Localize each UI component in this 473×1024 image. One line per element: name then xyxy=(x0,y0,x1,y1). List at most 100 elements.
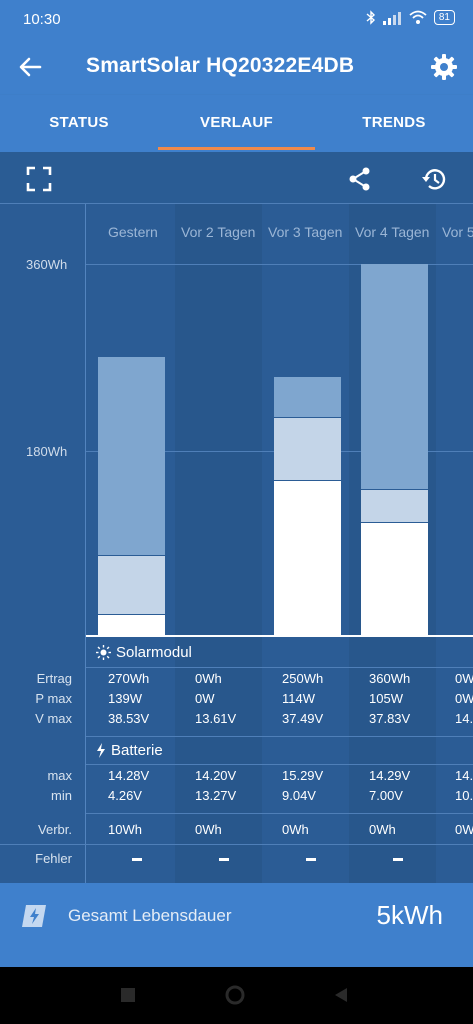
row-label-min: min xyxy=(51,788,72,803)
gear-icon[interactable] xyxy=(430,53,458,81)
table-cell: 0Wh xyxy=(195,822,222,837)
history-icon[interactable] xyxy=(421,166,447,192)
table-cell: 14.29V xyxy=(369,768,411,783)
lifetime-label: Gesamt Lebensdauer xyxy=(68,906,232,925)
day-label: Vor 2 Tagen xyxy=(181,224,256,240)
bar-segment xyxy=(361,521,428,635)
table-cell: 0Wh xyxy=(195,671,222,686)
back-button[interactable] xyxy=(333,987,349,1003)
tab-status[interactable]: STATUS xyxy=(49,114,109,131)
table-cell: 37.83V xyxy=(369,711,411,726)
table-cell: 250Wh xyxy=(282,671,324,686)
status-time: 10:30 xyxy=(23,11,61,28)
table-cell: 14. xyxy=(455,768,473,783)
sun-icon xyxy=(96,645,111,660)
tab-bar: STATUS VERLAUF TRENDS xyxy=(0,95,473,152)
y-tick-label: 360Wh xyxy=(26,257,68,272)
lifetime-value: 5kWh xyxy=(376,900,443,930)
table-cell: 360Wh xyxy=(369,671,411,686)
solarmodul-title: Solarmodul xyxy=(116,644,192,661)
recents-button[interactable] xyxy=(120,987,136,1003)
bluetooth-icon xyxy=(366,10,375,25)
bar xyxy=(98,356,165,635)
divider xyxy=(86,764,473,765)
table-cell: 7.00V xyxy=(369,788,403,803)
status-icons: 81 xyxy=(366,10,455,25)
row-label-column xyxy=(0,204,86,883)
page-title: SmartSolar HQ20322E4DB xyxy=(86,54,355,77)
history-table[interactable]: Gestern Vor 2 Tagen Vor 3 Tagen Vor 4 Ta… xyxy=(0,204,473,883)
no-error-dash xyxy=(306,858,316,861)
table-cell: 14.28V xyxy=(108,768,150,783)
chart-baseline xyxy=(86,635,473,637)
y-tick-label: 180Wh xyxy=(26,444,68,459)
table-cell: 0W xyxy=(455,671,473,686)
history-toolbar xyxy=(0,152,473,204)
table-cell: 0Wh xyxy=(369,822,396,837)
row-label-vmax: V max xyxy=(35,711,72,726)
system-nav-bar xyxy=(0,967,473,1024)
lifetime-summary: Gesamt Lebensdauer 5kWh xyxy=(0,883,473,967)
no-error-dash xyxy=(132,858,142,861)
lightning-card-icon xyxy=(22,905,46,927)
wifi-icon xyxy=(409,10,427,24)
divider xyxy=(86,667,473,668)
bar-segment xyxy=(98,554,165,615)
row-label-fehler: Fehler xyxy=(35,851,72,866)
battery-indicator: 81 xyxy=(433,10,455,25)
table-cell: 15.29V xyxy=(282,768,324,783)
no-error-dash xyxy=(219,858,229,861)
batterie-title: Batterie xyxy=(111,742,163,759)
table-cell: 0W xyxy=(455,691,473,706)
table-cell: 139W xyxy=(108,691,142,706)
lightning-icon xyxy=(97,743,105,758)
column-band xyxy=(175,204,262,883)
table-cell: 14.20V xyxy=(195,768,237,783)
signal-icon xyxy=(382,11,401,25)
row-label-verbr: Verbr. xyxy=(38,822,72,837)
back-arrow-icon[interactable] xyxy=(16,53,44,81)
table-cell: 0W xyxy=(455,822,473,837)
bar-segment xyxy=(361,488,428,522)
bar-segment xyxy=(274,480,341,635)
status-bar: 10:30 81 xyxy=(0,0,473,40)
bar xyxy=(274,377,341,635)
table-cell: 10Wh xyxy=(108,822,142,837)
table-cell: 14. xyxy=(455,711,473,726)
fullscreen-icon[interactable] xyxy=(26,166,52,192)
batterie-heading: Batterie xyxy=(96,742,163,759)
table-cell: 4.26V xyxy=(108,788,142,803)
divider xyxy=(86,736,473,737)
table-cell: 38.53V xyxy=(108,711,150,726)
solarmodul-heading: Solarmodul xyxy=(96,644,192,661)
gridline xyxy=(86,264,473,265)
divider xyxy=(0,844,473,845)
tab-verlauf[interactable]: VERLAUF xyxy=(158,95,315,152)
row-label-pmax: P max xyxy=(35,691,72,706)
bar-segment xyxy=(274,416,341,481)
bar-segment xyxy=(274,377,341,417)
day-label: Vor 3 Tagen xyxy=(268,224,343,240)
tab-trends[interactable]: TRENDS xyxy=(362,114,426,131)
divider xyxy=(86,813,473,814)
table-cell: 37.49V xyxy=(282,711,324,726)
table-cell: 270Wh xyxy=(108,671,150,686)
row-label-max: max xyxy=(47,768,72,783)
share-icon[interactable] xyxy=(347,166,373,192)
no-error-dash xyxy=(393,858,403,861)
row-label-ertrag: Ertrag xyxy=(36,671,72,686)
table-cell: 9.04V xyxy=(282,788,316,803)
table-cell: 105W xyxy=(369,691,403,706)
day-label: Gestern xyxy=(108,224,158,240)
table-cell: 13.61V xyxy=(195,711,237,726)
table-cell: 13.27V xyxy=(195,788,237,803)
bar-segment xyxy=(98,614,165,635)
table-cell: 0Wh xyxy=(282,822,309,837)
home-button[interactable] xyxy=(225,985,245,1005)
bar xyxy=(361,264,428,635)
table-cell: 114W xyxy=(282,691,315,706)
day-label: Vor 5 xyxy=(442,224,473,240)
day-label: Vor 4 Tagen xyxy=(355,224,430,240)
table-cell: 0W xyxy=(195,691,215,706)
bar-segment xyxy=(361,264,428,489)
